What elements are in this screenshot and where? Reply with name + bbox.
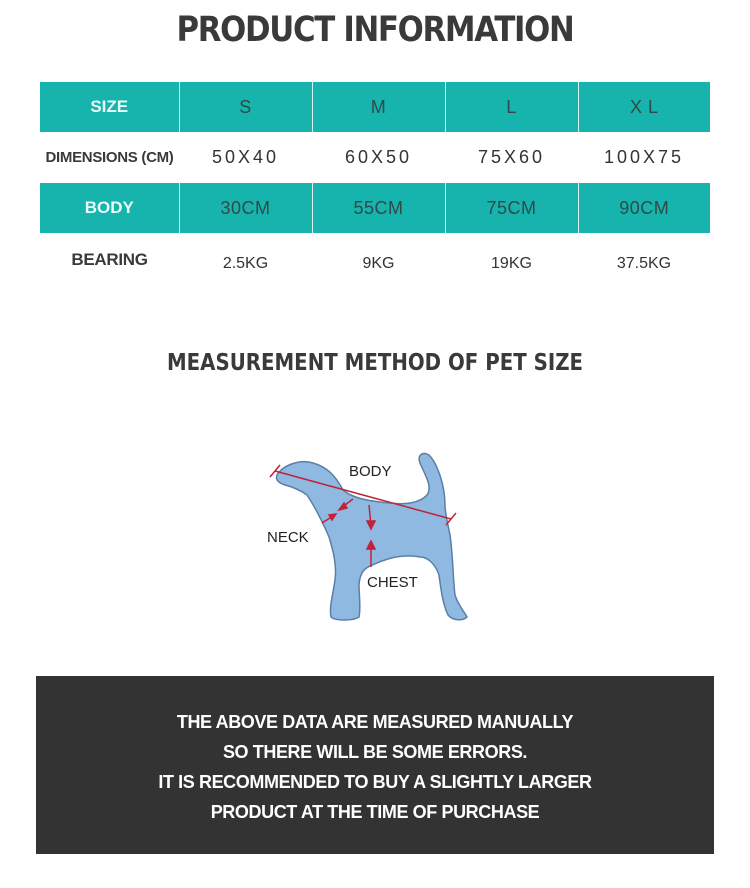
table-row-dimensions: DIMENSIONS (CM) 50X40 60X50 75X60 100X75 bbox=[40, 132, 710, 183]
bearing-xl: 37.5KG bbox=[578, 233, 710, 295]
row-label-body: BODY bbox=[40, 183, 179, 233]
bearing-m: 9KG bbox=[312, 233, 445, 295]
dimensions-m: 60X50 bbox=[312, 132, 445, 183]
dimensions-l: 75X60 bbox=[445, 132, 578, 183]
disclaimer-line-1: THE ABOVE DATA ARE MEASURED MANUALLY bbox=[176, 712, 574, 732]
body-s: 30CM bbox=[178, 183, 312, 233]
disclaimer-line-4: PRODUCT AT THE TIME OF PURCHASE bbox=[210, 802, 540, 822]
size-l: L bbox=[444, 82, 578, 132]
size-s: S bbox=[178, 82, 312, 132]
size-table: SIZE S M L X L DIMENSIONS (CM) 50X40 60X… bbox=[40, 82, 710, 295]
row-label-dimensions: DIMENSIONS (CM) bbox=[40, 132, 179, 183]
size-xl: X L bbox=[577, 82, 710, 132]
neck-label: NECK bbox=[267, 529, 309, 546]
measurement-title: MEASUREMENT METHOD OF PET SIZE bbox=[166, 350, 584, 376]
body-m: 55CM bbox=[311, 183, 445, 233]
dog-silhouette-icon bbox=[269, 452, 468, 621]
table-row-body: BODY 30CM 55CM 75CM 90CM bbox=[40, 183, 710, 233]
table-row-size: SIZE S M L X L bbox=[40, 82, 710, 132]
disclaimer-line-3: IT IS RECOMMENDED TO BUY A SLIGHTLY LARG… bbox=[158, 772, 592, 792]
row-label-size: SIZE bbox=[40, 82, 179, 132]
body-l: 75CM bbox=[444, 183, 578, 233]
dog-measurement-diagram: BODY NECK CHEST bbox=[255, 445, 485, 630]
page-title: PRODUCT INFORMATION bbox=[176, 10, 574, 50]
disclaimer-box: THE ABOVE DATA ARE MEASURED MANUALLY SO … bbox=[36, 676, 714, 854]
size-m: M bbox=[311, 82, 445, 132]
dimensions-s: 50X40 bbox=[179, 132, 312, 183]
bearing-s: 2.5KG bbox=[179, 233, 312, 295]
table-row-bearing: BEARING 2.5KG 9KG 19KG 37.5KG bbox=[40, 233, 710, 295]
row-label-bearing: BEARING bbox=[40, 233, 179, 295]
dimensions-xl: 100X75 bbox=[578, 132, 710, 183]
bearing-l: 19KG bbox=[445, 233, 578, 295]
disclaimer-line-2: SO THERE WILL BE SOME ERRORS. bbox=[222, 742, 528, 762]
chest-label: CHEST bbox=[367, 574, 418, 591]
body-label: BODY bbox=[349, 463, 392, 480]
body-xl: 90CM bbox=[577, 183, 710, 233]
